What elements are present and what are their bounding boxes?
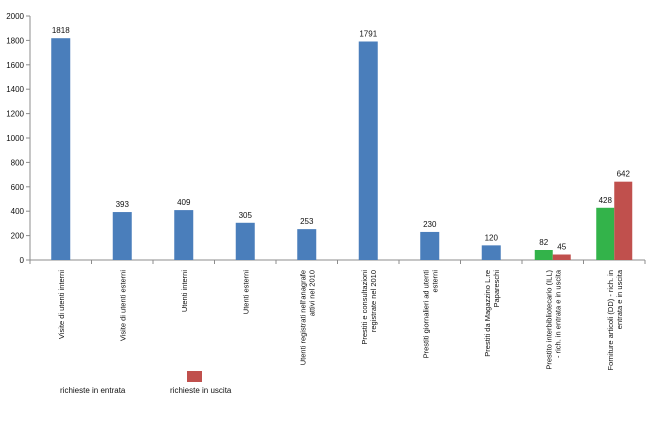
bar-value-label: 642 xyxy=(617,170,631,179)
bar-value-label: 120 xyxy=(485,233,499,242)
x-category-label-line: registrate nel 2010 xyxy=(369,270,378,332)
x-category-label-line: Utenti esterni xyxy=(241,270,250,315)
y-tick-label: 1200 xyxy=(6,110,24,119)
x-category-label-line: Visite di utenti interni xyxy=(57,270,66,339)
y-tick-label: 0 xyxy=(20,256,25,265)
y-tick-label: 600 xyxy=(11,183,25,192)
x-category-label-line: Prestiti da Magazzino L.re xyxy=(483,270,492,357)
legend-label: richieste in entrata xyxy=(60,386,126,395)
bar xyxy=(51,38,71,261)
legend-label: richieste in uscita xyxy=(170,386,232,395)
x-category-label: Forniture articoli (DD) - rich. inentrat… xyxy=(606,269,624,370)
y-tick-label: 2000 xyxy=(6,12,24,21)
bar xyxy=(596,207,615,260)
bar xyxy=(552,254,571,260)
x-category-label-line: - rich. in entrata e in uscita xyxy=(553,269,562,358)
bar-value-label: 393 xyxy=(116,200,130,209)
bar-value-label: 409 xyxy=(177,198,191,207)
bar xyxy=(534,249,553,260)
bar-value-label: 1791 xyxy=(359,29,377,38)
legend-swatch xyxy=(187,371,202,382)
bar xyxy=(235,222,255,260)
x-category-label-line: Prestiti e consultazioni xyxy=(360,270,369,345)
x-category-label: Prestito interbibliotecario (ILL)- rich.… xyxy=(544,269,562,369)
y-tick-label: 1600 xyxy=(6,61,24,70)
x-category-label: Visite di utenti interni xyxy=(57,270,66,339)
x-category-label-line: attivi nel 2010 xyxy=(307,270,316,316)
x-category-label-line: Forniture articoli (DD) - rich. in xyxy=(606,270,615,370)
x-category-label-line: Prestito interbibliotecario (ILL) xyxy=(544,270,553,370)
x-category-label: Utenti esterni xyxy=(241,270,250,315)
bar-value-label: 230 xyxy=(423,220,437,229)
x-category-label-line: Utenti registrati nell'anagrafe xyxy=(298,270,307,365)
bar xyxy=(420,231,440,260)
y-tick-label: 1800 xyxy=(6,36,24,45)
x-category-label-line: entrata e in uscita xyxy=(615,269,624,329)
bar-value-label: 45 xyxy=(557,243,566,252)
x-category-label-line: Utenti interni xyxy=(180,270,189,312)
bar xyxy=(614,181,633,260)
bar xyxy=(481,245,501,260)
x-category-label: Utenti registrati nell'anagrafeattivi ne… xyxy=(298,270,316,365)
y-tick-label: 200 xyxy=(11,232,25,241)
x-category-label-line: Prestiti giornalieri ad utenti xyxy=(421,270,430,359)
bar xyxy=(358,41,378,260)
x-category-label: Prestiti e consultazioniregistrate nel 2… xyxy=(360,270,378,345)
bar-value-label: 305 xyxy=(239,211,253,220)
bar-value-label: 253 xyxy=(300,217,314,226)
bar xyxy=(112,212,132,260)
x-category-label: Prestiti giornalieri ad utentiesterni xyxy=(421,270,439,359)
bar xyxy=(297,229,317,260)
x-category-label: Visite di utenti esterni xyxy=(118,270,127,341)
bar-value-label: 1818 xyxy=(52,26,70,35)
x-category-label-line: Visite di utenti esterni xyxy=(118,270,127,341)
y-tick-label: 1400 xyxy=(6,85,24,94)
y-tick-label: 400 xyxy=(11,207,25,216)
bar-value-label: 82 xyxy=(539,238,548,247)
y-tick-label: 800 xyxy=(11,158,25,167)
y-tick-label: 1000 xyxy=(6,134,24,143)
x-category-label: Utenti interni xyxy=(180,270,189,312)
x-category-label-line: Papareschi xyxy=(492,270,501,308)
x-category-label-line: esterni xyxy=(430,270,439,293)
x-category-label: Prestiti da Magazzino L.rePapareschi xyxy=(483,270,501,357)
bar xyxy=(174,210,194,260)
bar-value-label: 428 xyxy=(599,196,613,205)
